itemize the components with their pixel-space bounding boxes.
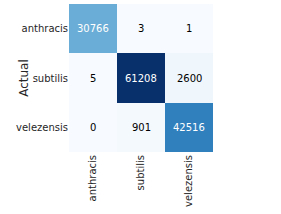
svg-text:anthracis: anthracis: [87, 155, 98, 201]
svg-text:Actual: Actual: [17, 59, 31, 97]
svg-text:30766: 30766: [77, 23, 109, 34]
svg-text:901: 901: [132, 122, 151, 133]
svg-text:42516: 42516: [173, 122, 205, 133]
svg-text:velezensis: velezensis: [16, 122, 68, 133]
svg-text:subtilis: subtilis: [33, 73, 68, 84]
svg-text:3: 3: [138, 23, 144, 34]
svg-text:anthracis: anthracis: [22, 23, 68, 34]
svg-text:0: 0: [90, 122, 96, 133]
svg-text:61208: 61208: [125, 73, 157, 84]
svg-text:2600: 2600: [177, 73, 202, 84]
svg-text:1: 1: [186, 23, 192, 34]
svg-text:velezensis: velezensis: [183, 155, 194, 207]
svg-text:5: 5: [90, 73, 96, 84]
svg-text:subtilis: subtilis: [135, 155, 146, 190]
